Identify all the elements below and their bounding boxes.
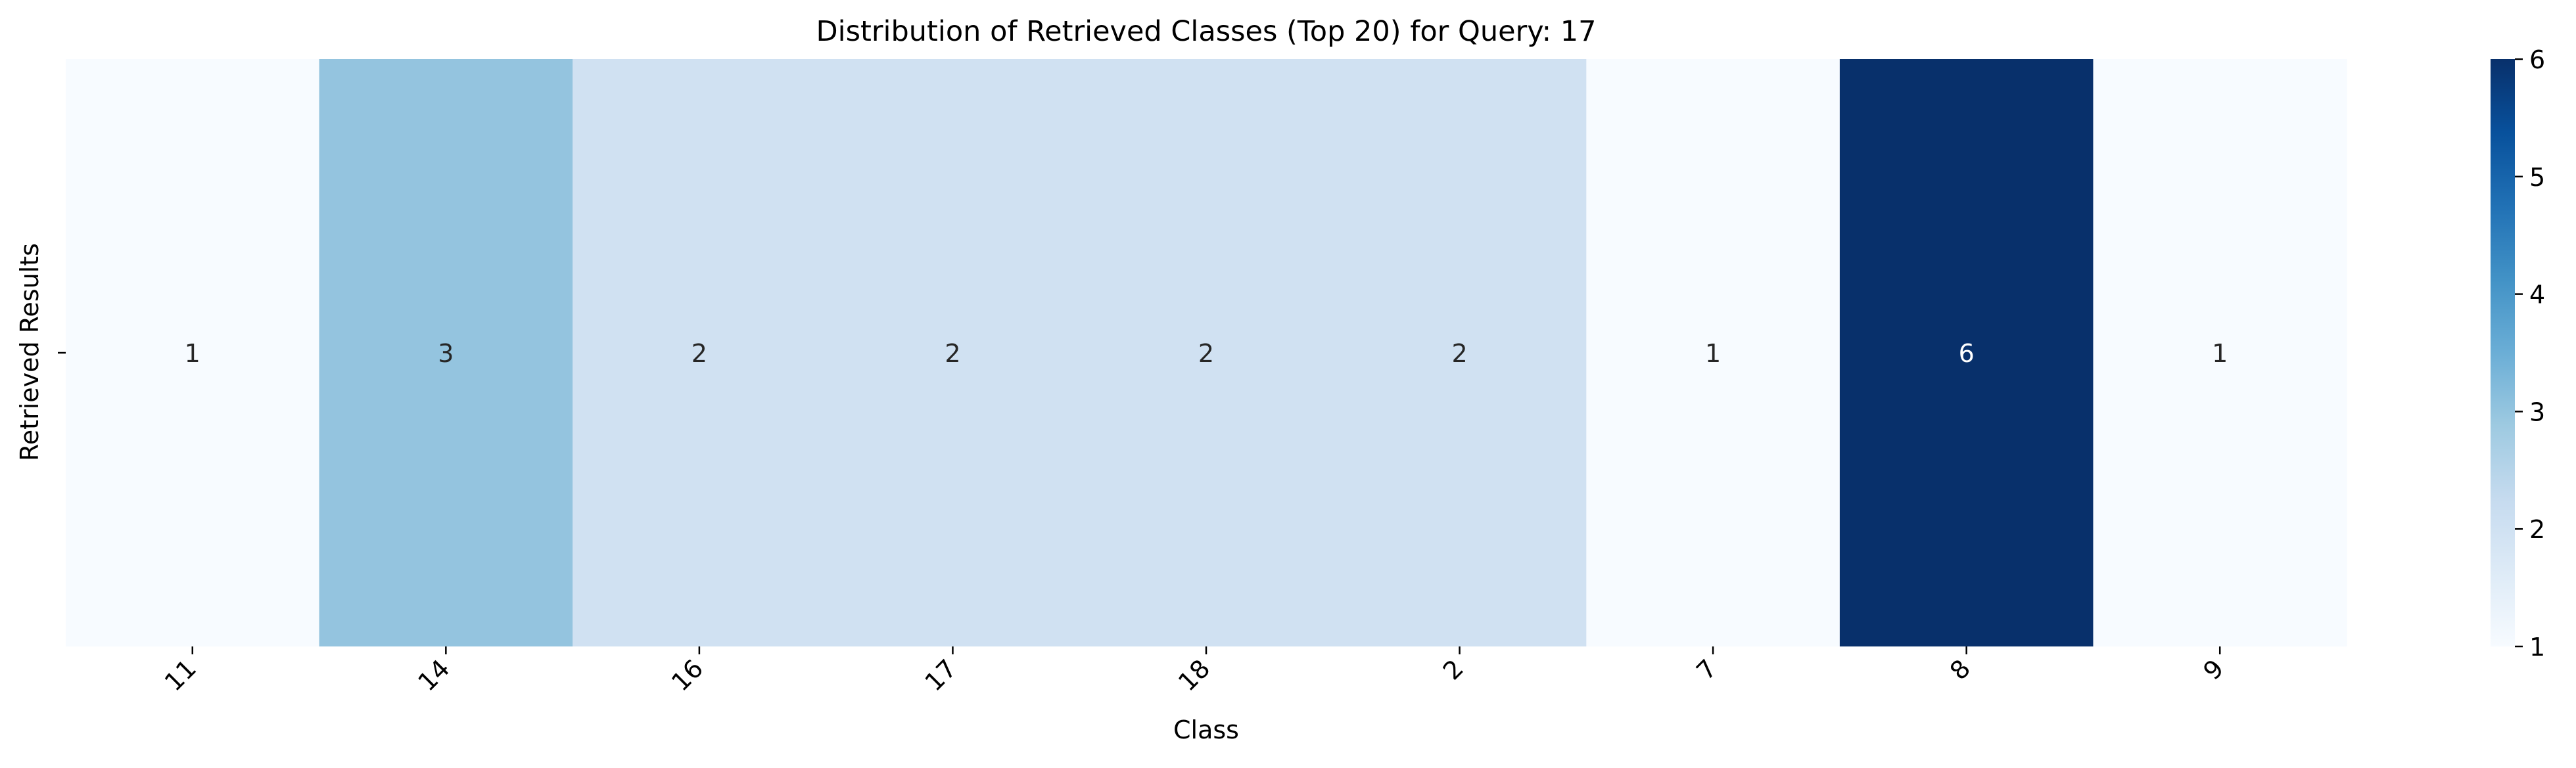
colorbar-tick-label: 1 bbox=[2529, 633, 2545, 662]
x-tick-label: 14 bbox=[412, 654, 455, 696]
x-tick-label: 17 bbox=[920, 654, 962, 696]
heatmap-cell-8 bbox=[1839, 59, 2094, 646]
heatmap-cell-17 bbox=[826, 59, 1080, 646]
cell-annotation: 2 bbox=[1198, 339, 1214, 368]
cell-annotation: 3 bbox=[438, 339, 454, 368]
cell-annotation: 2 bbox=[945, 339, 960, 368]
colorbar-tick-label: 4 bbox=[2529, 281, 2545, 309]
x-tick-label: 8 bbox=[1944, 654, 1976, 685]
heatmap-cell-7 bbox=[1586, 59, 1840, 646]
x-axis-ticks: 11 14 16 17 18 2 7 8 9 bbox=[159, 646, 2230, 697]
colorbar-tick-label: 6 bbox=[2529, 45, 2545, 74]
cell-annotation: 1 bbox=[2212, 339, 2228, 368]
cell-annotation: 2 bbox=[691, 339, 707, 368]
x-tick-label: 16 bbox=[666, 654, 709, 696]
x-tick-label: 2 bbox=[1438, 654, 1469, 685]
heatmap-cell-18 bbox=[1079, 59, 1334, 646]
x-tick-label: 18 bbox=[1173, 654, 1215, 696]
cell-annotation: 1 bbox=[1705, 339, 1721, 368]
x-tick-label: 9 bbox=[2197, 654, 2229, 685]
heatmap-cell-9 bbox=[2093, 59, 2347, 646]
y-axis-label: Retrieved Results bbox=[15, 243, 44, 461]
colorbar-tick-label: 5 bbox=[2529, 163, 2545, 192]
cell-annotation: 2 bbox=[1451, 339, 1467, 368]
x-tick-label: 7 bbox=[1691, 654, 1722, 685]
colorbar bbox=[2491, 59, 2515, 646]
x-tick-label: 11 bbox=[159, 654, 202, 696]
colorbar-ticks: 1 2 3 4 5 6 bbox=[2515, 45, 2545, 662]
heatmap-cell-16 bbox=[573, 59, 827, 646]
chart-title: Distribution of Retrieved Classes (Top 2… bbox=[816, 15, 1597, 48]
cell-annotation: 6 bbox=[1959, 339, 1975, 368]
heatmap-cell-2 bbox=[1332, 59, 1587, 646]
heatmap-cell-14 bbox=[319, 59, 573, 646]
x-axis-label: Class bbox=[1173, 715, 1239, 744]
heatmap-cell-11 bbox=[66, 59, 320, 646]
colorbar-tick-label: 3 bbox=[2529, 397, 2545, 426]
cell-annotation: 1 bbox=[185, 339, 200, 368]
colorbar-tick-label: 2 bbox=[2529, 515, 2545, 544]
cell-annotations: 1 3 2 2 2 2 1 6 1 bbox=[185, 339, 2228, 368]
heatmap-cells bbox=[66, 59, 2347, 646]
